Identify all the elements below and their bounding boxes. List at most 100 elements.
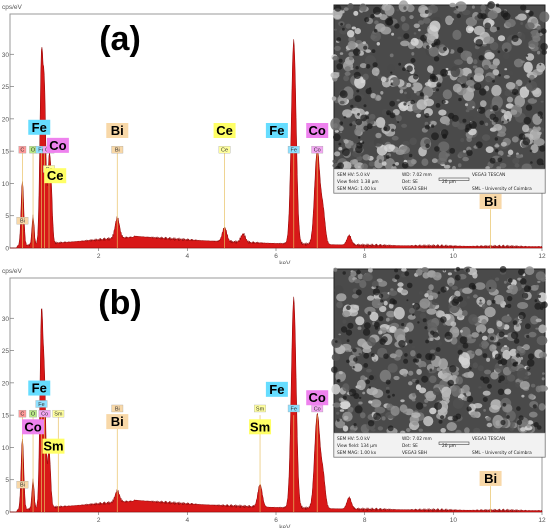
sem-particle [413, 90, 417, 94]
sem-particle [538, 324, 547, 334]
sem-particle [355, 40, 362, 44]
sem-particle [423, 138, 431, 145]
sem-particle [387, 363, 398, 373]
sem-particle [499, 162, 507, 169]
sem-particle [354, 76, 366, 89]
sem-pore [365, 64, 371, 69]
sem-particle [535, 271, 546, 281]
element-label-sm: Sm [42, 438, 65, 454]
sem-particle [339, 28, 349, 35]
sem-pore [379, 338, 386, 345]
sem-pore [489, 286, 492, 290]
sem-particle [536, 62, 546, 73]
sem-particle [520, 356, 524, 360]
sem-particle [339, 401, 351, 410]
sem-particle [381, 416, 386, 421]
sem-pore [434, 402, 442, 410]
sem-particle [504, 89, 511, 97]
sem-particle [474, 282, 486, 290]
y-tick-label: 15 [2, 149, 10, 156]
sem-particle [494, 144, 500, 148]
sem-info-text: SEM MAG: 1.00 kx [337, 450, 377, 456]
sem-particle [353, 363, 363, 372]
sem-particle [398, 101, 409, 112]
sem-particle [446, 422, 457, 431]
sem-pore [398, 62, 402, 66]
sem-particle [516, 345, 522, 351]
sem-pore [506, 119, 510, 122]
sem-particle [423, 98, 435, 107]
small-tag-text: Bi [20, 219, 25, 225]
sem-particle [432, 95, 438, 99]
sem-particle [436, 367, 441, 372]
sem-pore [498, 375, 505, 382]
sem-info-text: WD: 7.02 mm [402, 172, 432, 178]
sem-particle [347, 30, 355, 38]
sem-particle [487, 10, 498, 20]
sem-particle [379, 305, 387, 313]
sem-pore [443, 46, 448, 52]
sem-pore [478, 55, 484, 61]
sem-pore [372, 288, 380, 296]
sem-particle [356, 379, 366, 391]
sem-particle [397, 36, 402, 40]
sem-pore [434, 146, 440, 152]
sem-particle [418, 20, 425, 25]
sem-pore [518, 311, 526, 320]
sem-pore [372, 6, 381, 15]
sem-particle [393, 375, 400, 381]
sem-pore [413, 303, 420, 310]
small-tag-box [35, 400, 48, 408]
sem-particle [438, 141, 450, 152]
sem-pore [484, 22, 492, 30]
sem-pore [526, 359, 535, 367]
sem-pore [440, 316, 447, 323]
sem-particle [491, 84, 502, 97]
sem-particle [411, 424, 414, 427]
sem-particle [359, 3, 367, 12]
sem-particle [387, 64, 396, 73]
sem-particle [492, 414, 504, 429]
sem-particle [484, 369, 492, 375]
sem-pore [497, 50, 501, 54]
sem-particle [384, 4, 395, 17]
small-element-tag-co: Co [38, 409, 51, 418]
x-tick-label: 8 [363, 253, 367, 260]
sem-pore [526, 366, 531, 371]
sem-particle [512, 157, 520, 165]
sem-pore [498, 73, 501, 77]
sem-particle [514, 381, 521, 388]
element-label-text: Fe [32, 120, 47, 135]
sem-particle [400, 15, 406, 22]
sem-particle [404, 91, 407, 95]
sem-particle [483, 409, 486, 412]
sem-particle [432, 272, 442, 281]
sem-particle [475, 324, 487, 334]
sem-pore [340, 326, 348, 333]
sem-particle [418, 428, 423, 432]
sem-pore [353, 357, 358, 362]
sem-pore [350, 104, 354, 108]
element-label-text: Fe [269, 382, 284, 397]
sem-pore [390, 83, 393, 86]
sem-particle [505, 82, 516, 90]
sem-particle [365, 111, 369, 115]
sem-particle [349, 140, 354, 146]
sem-particle [430, 349, 436, 354]
sem-pore [415, 402, 424, 410]
sem-pore [523, 285, 531, 293]
sem-pore [339, 90, 348, 99]
small-element-tag-sm: Sm [52, 409, 65, 418]
sem-particle [368, 267, 373, 273]
element-label-box [479, 194, 502, 210]
sem-particle [331, 96, 337, 101]
sem-particle [508, 71, 514, 76]
sem-particle [349, 360, 356, 367]
small-element-tag-c: C [18, 145, 27, 154]
sem-particle [370, 34, 376, 40]
sem-scale-bar [438, 177, 470, 181]
sem-particle [422, 85, 434, 98]
sem-particle [377, 426, 384, 431]
sem-pore [383, 353, 389, 359]
sem-particle [535, 385, 542, 393]
